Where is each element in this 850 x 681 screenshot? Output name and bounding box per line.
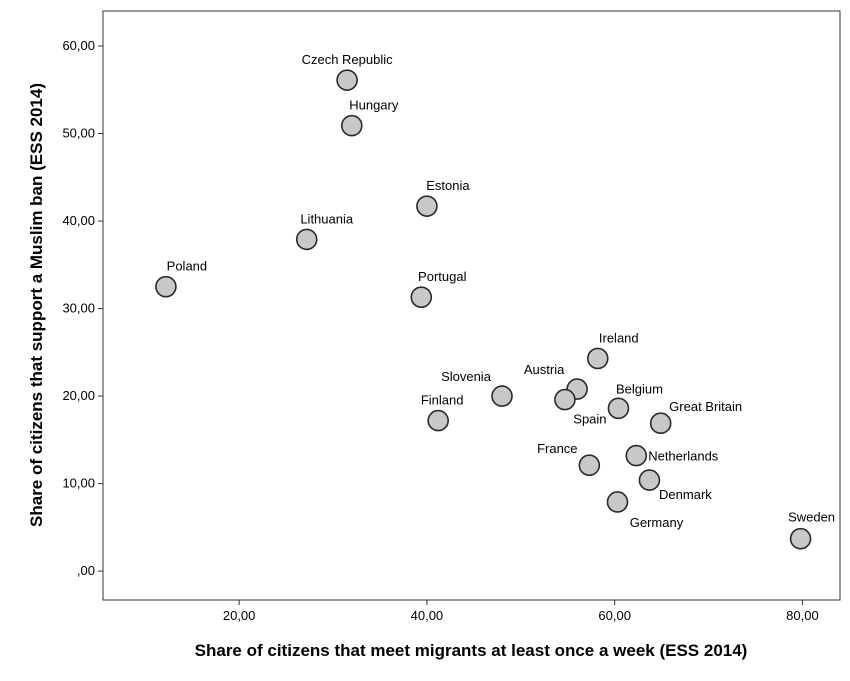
point-label: Ireland [599,330,639,345]
data-point [416,195,438,217]
point-label: Estonia [426,178,470,193]
point-label: Germany [630,515,684,530]
point-label: Belgium [616,381,663,396]
point-label: Austria [524,362,565,377]
point-label: Czech Republic [302,52,394,67]
y-tick-label: 50,00 [62,126,95,141]
point-label: Spain [573,412,606,427]
data-point [155,275,177,298]
data-point [427,409,449,432]
x-tick-label: 40,00 [411,608,444,623]
data-point [340,114,363,137]
plot-frame [102,10,841,601]
data-point [491,385,513,407]
x-tick-label: 20,00 [223,608,256,623]
y-axis-title: Share of citizens that support a Muslim … [27,83,46,527]
point-label: Slovenia [441,369,492,384]
data-point [295,228,318,251]
x-axis: 20,00 40,00 60,00 80,00 [223,600,819,623]
data-point [638,469,661,491]
data-points [155,69,812,550]
y-tick-label: 20,00 [62,388,95,403]
data-point [789,527,812,550]
data-point [649,412,672,435]
point-label: Netherlands [648,449,719,464]
y-tick-label: 40,00 [62,213,95,228]
y-tick-label: 60,00 [62,38,95,53]
data-point [578,454,601,477]
data-point [625,444,648,467]
point-labels: Czech Republic Hungary Estonia Lithuania Pol… [167,52,835,530]
point-label: Poland [167,259,207,274]
point-label: Denmark [659,487,712,502]
y-tick-label: ,00 [77,563,95,578]
point-label: Portugal [418,269,467,284]
data-point [607,397,630,420]
x-tick-label: 60,00 [598,608,631,623]
y-tick-label: 10,00 [62,476,95,491]
point-label: Hungary [349,98,399,113]
data-point [554,388,576,411]
point-label: France [537,441,577,456]
point-label: Great Britain [669,399,742,414]
data-point [606,491,629,513]
x-tick-label: 80,00 [786,608,819,623]
point-label: Finland [421,393,464,408]
y-axis: ,00 10,00 20,00 30,00 40,00 50,00 60,00 [62,38,103,578]
data-point [336,69,358,91]
x-axis-title: Share of citizens that meet migrants at … [195,641,748,660]
data-point [586,347,609,370]
point-label: Sweden [788,510,835,525]
data-point [410,286,433,308]
y-tick-label: 30,00 [62,301,95,316]
point-label: Lithuania [300,211,354,226]
